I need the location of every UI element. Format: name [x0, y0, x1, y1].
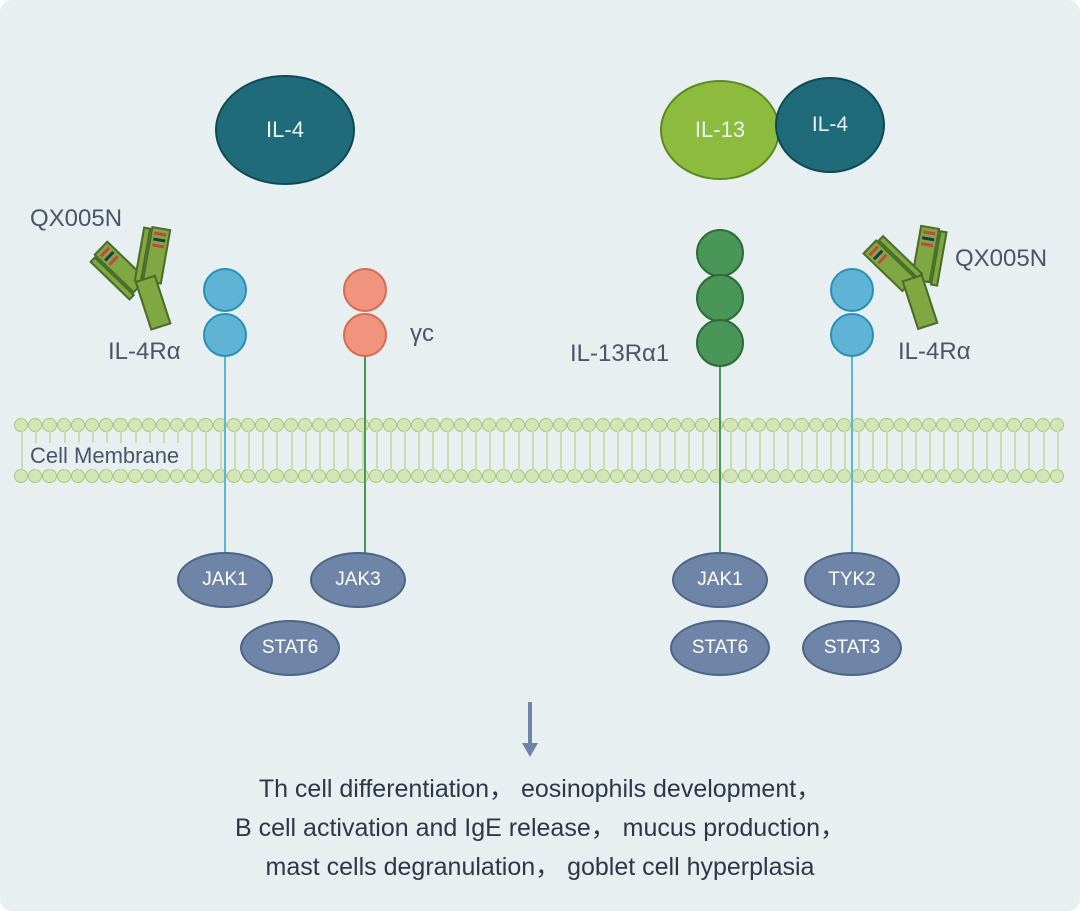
line-right-il13ra [719, 365, 721, 555]
arrow-down [522, 702, 538, 759]
label-qx005n-left: QX005N [30, 205, 122, 233]
stat3-right: STAT3 [802, 620, 902, 676]
il4ra-left-2 [203, 313, 247, 357]
outcomes-text: Th cell differentiation， eosinophils dev… [0, 770, 1080, 886]
jak1-right: JAK1 [672, 552, 768, 608]
diagram-canvas: Cell MembraneIL-4IL-13IL-4IL-4RαγcIL-13R… [0, 0, 1080, 911]
il4ra-right-2 [830, 313, 874, 357]
line-left-il4ra [224, 356, 226, 555]
gc-2 [343, 313, 387, 357]
il4-right: IL-4 [775, 77, 885, 173]
tyk2-right: TYK2 [804, 552, 900, 608]
il13-right: IL-13 [660, 80, 780, 180]
il13ra-2 [696, 274, 744, 322]
stat6-right: STAT6 [670, 620, 770, 676]
membrane-label: Cell Membrane [28, 443, 181, 469]
jak1-left: JAK1 [177, 552, 273, 608]
stat6-left: STAT6 [240, 620, 340, 676]
il4ra-left-1 [203, 268, 247, 312]
line-right-il4ra [851, 356, 853, 555]
label-qx005n-right: QX005N [955, 245, 1047, 273]
gc-1 [343, 268, 387, 312]
antibody-left [90, 224, 210, 356]
label-gc: γc [410, 320, 434, 348]
il13ra-3 [696, 319, 744, 367]
il13ra-1 [696, 229, 744, 277]
jak3-left: JAK3 [310, 552, 406, 608]
label-il13ra: IL-13Rα1 [570, 340, 669, 368]
line-left-gc [364, 356, 366, 555]
il4-left: IL-4 [215, 75, 355, 185]
